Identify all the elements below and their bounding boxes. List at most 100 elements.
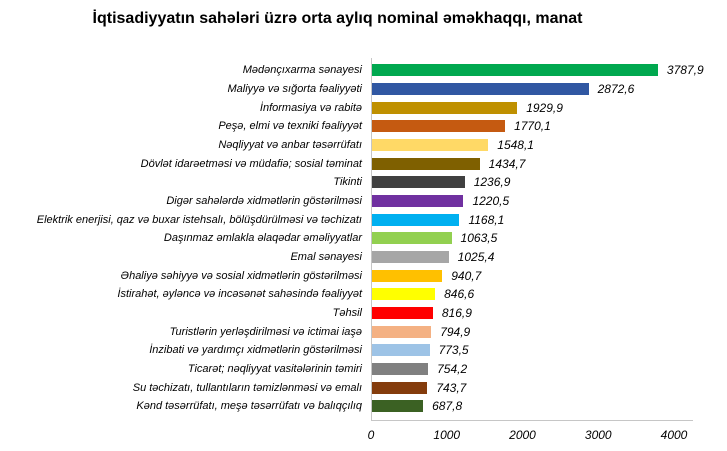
- value-label: 1929,9: [526, 100, 563, 115]
- y-axis-line: [371, 58, 372, 420]
- bar: [371, 269, 443, 282]
- value-label: 846,6: [444, 287, 475, 302]
- row-plot-area: 940,7: [371, 266, 693, 285]
- category-label: Təhsil: [332, 307, 362, 320]
- bar-chart: Mədənçıxarma sənayesi 3787,9 Maliyyə və sı…: [0, 58, 727, 445]
- category-label: Kənd təsərrüfatı, meşə təsərrüfatı və ba…: [136, 400, 362, 413]
- row-plot-area: 1025,4: [371, 248, 693, 267]
- value-label: 1548,1: [497, 138, 534, 153]
- chart-row: Əhaliyə səhiyyə və sosial xidmətlərin gö…: [0, 266, 727, 285]
- category-label: Emal sənayesi: [290, 251, 362, 264]
- x-tick-label: 1000: [433, 427, 461, 442]
- chart-row: Kənd təsərrüfatı, meşə təsərrüfatı və ba…: [0, 397, 727, 416]
- category-label: İnformasiya və rabitə: [259, 101, 362, 114]
- category-label: Daşınmaz əmlakla əlaqədar əməliyyatlar: [163, 232, 362, 245]
- chart-row: İstirahət, əyləncə və incəsənət sahəsind…: [0, 285, 727, 304]
- row-plot-area: 754,2: [371, 360, 693, 379]
- chart-row: İnzibati və yardımçı xidmətlərin göstəri…: [0, 341, 727, 360]
- category-label: Maliyyə və sığorta fəaliyyəti: [227, 83, 363, 95]
- x-axis: 0 1000 2000 3000 4000: [367, 419, 693, 445]
- row-plot-area: 1929,9: [371, 98, 693, 117]
- chart-row: Daşınmaz əmlakla əlaqədar əməliyyatlar 10…: [0, 229, 727, 248]
- value-label: 1434,7: [488, 156, 526, 171]
- chart-row: Dövlət idarəetməsi və müdafiə; sosial tə…: [0, 154, 727, 173]
- row-plot-area: 846,6: [371, 285, 693, 304]
- category-label: Əhaliyə səhiyyə və sosial xidmətlərin gö…: [120, 269, 362, 282]
- value-label: 1220,5: [472, 194, 510, 209]
- chart-row: Peşə, elmi və texniki fəaliyyət 1770,1: [0, 117, 727, 136]
- category-label: Dövlət idarəetməsi və müdafiə; sosial tə…: [140, 157, 362, 170]
- row-plot-area: 1220,5: [371, 192, 693, 211]
- category-label: Su təchizatı, tullantıların təmizlənməsi…: [132, 381, 362, 394]
- category-label: Mədənçıxarma sənayesi: [242, 64, 362, 77]
- category-label: İnzibati və yardımçı xidmətlərin göstəri…: [149, 344, 362, 357]
- bar: [371, 363, 429, 376]
- bar: [371, 325, 432, 338]
- x-tick-label: 2000: [509, 427, 536, 442]
- row-plot-area: 1168,1: [371, 210, 693, 229]
- category-label: Ticarət; nəqliyyat vasitələrinin təmiri: [187, 363, 362, 376]
- category-label: Turistlərin yerləşdirilməsi və ictimai i…: [169, 325, 362, 338]
- category-label: Elektrik enerjisi, qaz və buxar istehsal…: [36, 213, 362, 226]
- x-tick-label: 0: [367, 427, 375, 442]
- category-label: Nəqliyyat və anbar təsərrüfatı: [218, 139, 362, 152]
- chart-row: Maliyyə və sığorta fəaliyyəti 2872,6: [0, 80, 727, 99]
- category-label: Peşə, elmi və texniki fəaliyyət: [218, 120, 362, 133]
- row-plot-area: 1063,5: [371, 229, 693, 248]
- bar: [371, 83, 589, 95]
- row-plot-area: 1434,7: [371, 154, 693, 173]
- value-label: 816,9: [441, 306, 472, 321]
- row-plot-area: 1548,1: [371, 136, 693, 155]
- row-plot-area: 816,9: [371, 304, 693, 323]
- bar: [371, 195, 464, 208]
- chart-row: Tikinti 1236,9: [0, 173, 727, 192]
- row-plot-area: 794,9: [371, 322, 693, 341]
- bar: [371, 288, 436, 301]
- chart-row: Digər sahələrdə xidmətlərin göstərilməsi…: [0, 192, 727, 211]
- row-plot-area: 1770,1: [371, 117, 693, 136]
- category-label: Digər sahələrdə xidmətlərin göstərilməsi: [166, 195, 362, 208]
- chart-row: Su təchizatı, tullantıların təmizlənməsi…: [0, 378, 727, 397]
- value-label: 1770,1: [514, 119, 551, 134]
- row-plot-area: 3787,9: [371, 61, 704, 80]
- row-plot-area: 2872,6: [371, 80, 693, 99]
- value-label: 2872,6: [597, 82, 635, 96]
- chart-rows: Mədənçıxarma sənayesi 3787,9 Maliyyə və sı…: [0, 58, 727, 420]
- chart-row: Turistlərin yerləşdirilməsi və ictimai i…: [0, 322, 727, 341]
- bar: [371, 307, 433, 320]
- chart-row: Elektrik enerjisi, qaz və buxar istehsal…: [0, 210, 727, 229]
- value-label: 1063,5: [460, 231, 498, 246]
- bar: [371, 344, 430, 357]
- value-label: 687,8: [432, 399, 463, 414]
- chart-title: İqtisadiyyatın sahələri üzrə orta aylıq …: [92, 10, 583, 27]
- x-tick-label: 3000: [584, 427, 612, 442]
- chart-row: Emal sənayesi 1025,4: [0, 248, 727, 267]
- bar: [371, 232, 452, 245]
- category-label: İstirahət, əyləncə və incəsənət sahəsind…: [117, 288, 362, 301]
- value-label: 754,2: [437, 362, 468, 377]
- row-plot-area: 773,5: [371, 341, 693, 360]
- value-label: 3787,9: [666, 63, 704, 78]
- value-label: 940,7: [451, 268, 482, 283]
- chart-row: Təhsil 816,9: [0, 304, 727, 323]
- category-label: Tikinti: [333, 176, 362, 189]
- bar: [371, 139, 489, 152]
- x-tick-label: 4000: [660, 427, 688, 442]
- bar: [371, 400, 424, 413]
- chart-row: Ticarət; nəqliyyat vasitələrinin təmiri 7…: [0, 360, 727, 379]
- bar: [371, 64, 658, 77]
- chart-row: Nəqliyyat və anbar təsərrüfatı 1548,1: [0, 136, 727, 155]
- bar: [371, 120, 506, 133]
- bar: [371, 251, 449, 264]
- value-label: 773,5: [438, 343, 469, 358]
- bar: [371, 157, 480, 170]
- chart-row: İnformasiya və rabitə 1929,9: [0, 98, 727, 117]
- value-label: 1168,1: [468, 212, 505, 227]
- value-label: 1025,4: [457, 250, 495, 265]
- row-plot-area: 687,8: [371, 397, 693, 416]
- bar: [371, 381, 428, 394]
- chart-row: Mədənçıxarma sənayesi 3787,9: [0, 61, 727, 80]
- row-plot-area: 743,7: [371, 378, 693, 397]
- bar: [371, 213, 460, 226]
